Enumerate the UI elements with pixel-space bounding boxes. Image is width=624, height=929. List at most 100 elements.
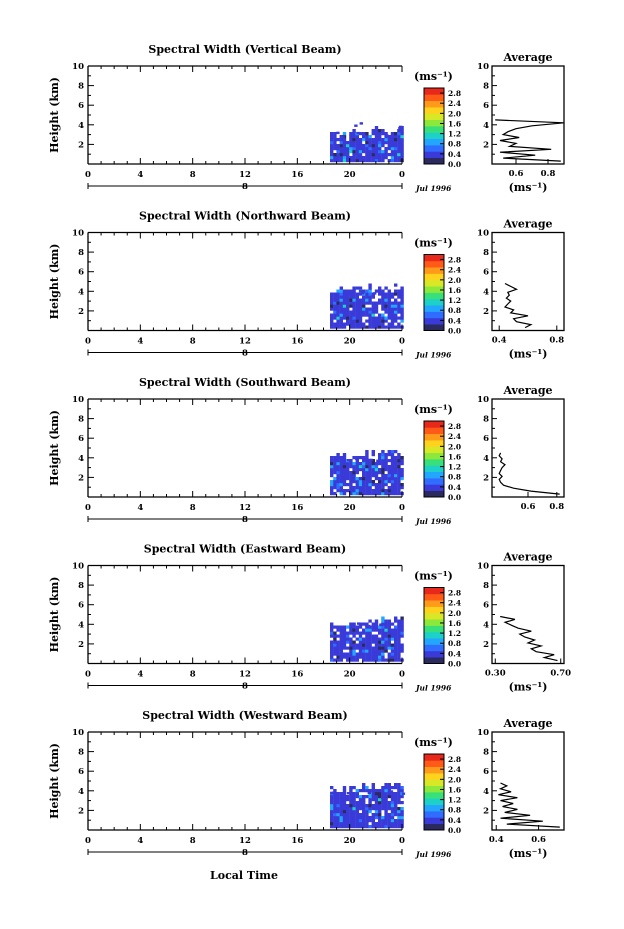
heatmap-cell [355, 313, 359, 317]
heatmap-cell [369, 458, 373, 462]
heatmap-cell [346, 655, 350, 659]
heatmap-cell [374, 825, 379, 829]
heatmap-cell [378, 147, 382, 151]
heatmap-cell [330, 652, 334, 656]
colorbar-tick-label: 0.0 [448, 493, 461, 502]
heatmap-cell [349, 637, 353, 641]
heatmap-cell [349, 492, 353, 496]
heatmap-cell [397, 156, 401, 160]
colorbar-segment [424, 619, 444, 626]
heatmap-cell [397, 658, 401, 662]
heatmap-cell [349, 822, 353, 826]
heatmap-cell [400, 634, 404, 638]
heatmap-cell [400, 795, 404, 799]
heatmap-cell [342, 468, 347, 472]
heatmap-cell [371, 316, 375, 320]
heatmap-cell [384, 798, 388, 802]
heatmap-cell [368, 286, 372, 290]
panel-title: Spectral Width (Vertical Beam) [148, 43, 341, 56]
heatmap-cell [374, 655, 379, 659]
heatmap-cell [365, 307, 369, 311]
heatmap-cell [374, 492, 379, 496]
heatmap-cell [384, 474, 388, 478]
heatmap-cell [339, 480, 343, 484]
colorbar-segment [424, 804, 444, 812]
heatmap-cell [371, 301, 375, 305]
heatmap-cell [400, 625, 404, 629]
heatmap-cell [378, 480, 382, 484]
heatmap-cell [358, 643, 363, 647]
colorbar-tick-label: 2.8 [448, 89, 461, 98]
heatmap-cell [390, 132, 395, 136]
heatmap-cell [346, 807, 350, 811]
heatmap-cell [371, 783, 375, 787]
heatmap-cell [330, 804, 334, 808]
heatmap-cell [352, 301, 356, 305]
heatmap-cell [365, 159, 369, 163]
heatmap-cell [384, 619, 388, 623]
heatmap-cell [378, 646, 382, 650]
heatmap-cell [384, 631, 388, 635]
heatmap-cell [339, 147, 343, 151]
heatmap-cell [378, 462, 382, 466]
heatmap-cell [342, 132, 347, 136]
x-tick-label: 0 [399, 337, 405, 347]
heatmap-cell [387, 313, 391, 317]
heatmap-cell [342, 652, 347, 656]
heatmap-cell [397, 634, 401, 638]
heatmap-cell [374, 138, 379, 142]
colorbar-segment [424, 440, 444, 447]
heatmap-cell [371, 471, 375, 475]
heatmap-cell [365, 643, 369, 647]
colorbar-segment [424, 606, 444, 614]
heatmap-cell [381, 132, 385, 136]
heatmap-cell [330, 643, 334, 647]
heatmap-cell [352, 477, 356, 481]
heatmap-cell [330, 471, 334, 475]
heatmap-cell [387, 643, 391, 647]
heatmap-cell [358, 465, 363, 469]
heatmap-cell [378, 132, 382, 136]
heatmap-cell [374, 468, 379, 472]
average-y-tick-label: 10 [477, 562, 489, 572]
colorbar-segment [424, 157, 444, 165]
heatmap-cell [368, 795, 372, 799]
heatmap-cell [346, 477, 350, 481]
colorbar-segment [424, 760, 444, 767]
heatmap-cell [381, 486, 385, 490]
heatmap-cell [330, 801, 334, 805]
heatmap-cell [387, 480, 391, 484]
heatmap-cell [400, 631, 404, 635]
heatmap-cell [349, 483, 353, 487]
heatmap-cell [352, 289, 356, 293]
heatmap-cell [365, 144, 369, 148]
heatmap-cell [349, 465, 353, 469]
heatmap-cell [390, 804, 395, 808]
heatmap-cell [349, 795, 353, 799]
heatmap-cell [397, 129, 401, 133]
date-label: Jul 1996 [414, 850, 452, 859]
heatmap-cell [342, 304, 347, 308]
heatmap-cell [355, 822, 359, 826]
heatmap-cell [352, 658, 356, 662]
heatmap-cell [387, 474, 391, 478]
heatmap-cell [371, 816, 375, 820]
heatmap-cell [349, 147, 353, 151]
heatmap-cell [378, 643, 382, 647]
heatmap-cell [352, 819, 356, 823]
heatmap-cell [349, 649, 353, 653]
heatmap-cell [397, 471, 401, 475]
heatmap-cell [371, 132, 375, 136]
heatmap-cell [400, 786, 404, 790]
heatmap-cell [400, 135, 404, 139]
heatmap-cell [390, 798, 395, 802]
heatmap-cell [365, 141, 369, 145]
heatmap-cell [362, 822, 366, 826]
heatmap-cell [339, 135, 343, 139]
heatmap-cell [339, 295, 343, 299]
heatmap-cell [355, 646, 359, 650]
average-profile-line [498, 452, 560, 495]
heatmap-cell [390, 144, 395, 148]
heatmap-cell [397, 486, 401, 490]
heatmap-cell [358, 319, 363, 323]
